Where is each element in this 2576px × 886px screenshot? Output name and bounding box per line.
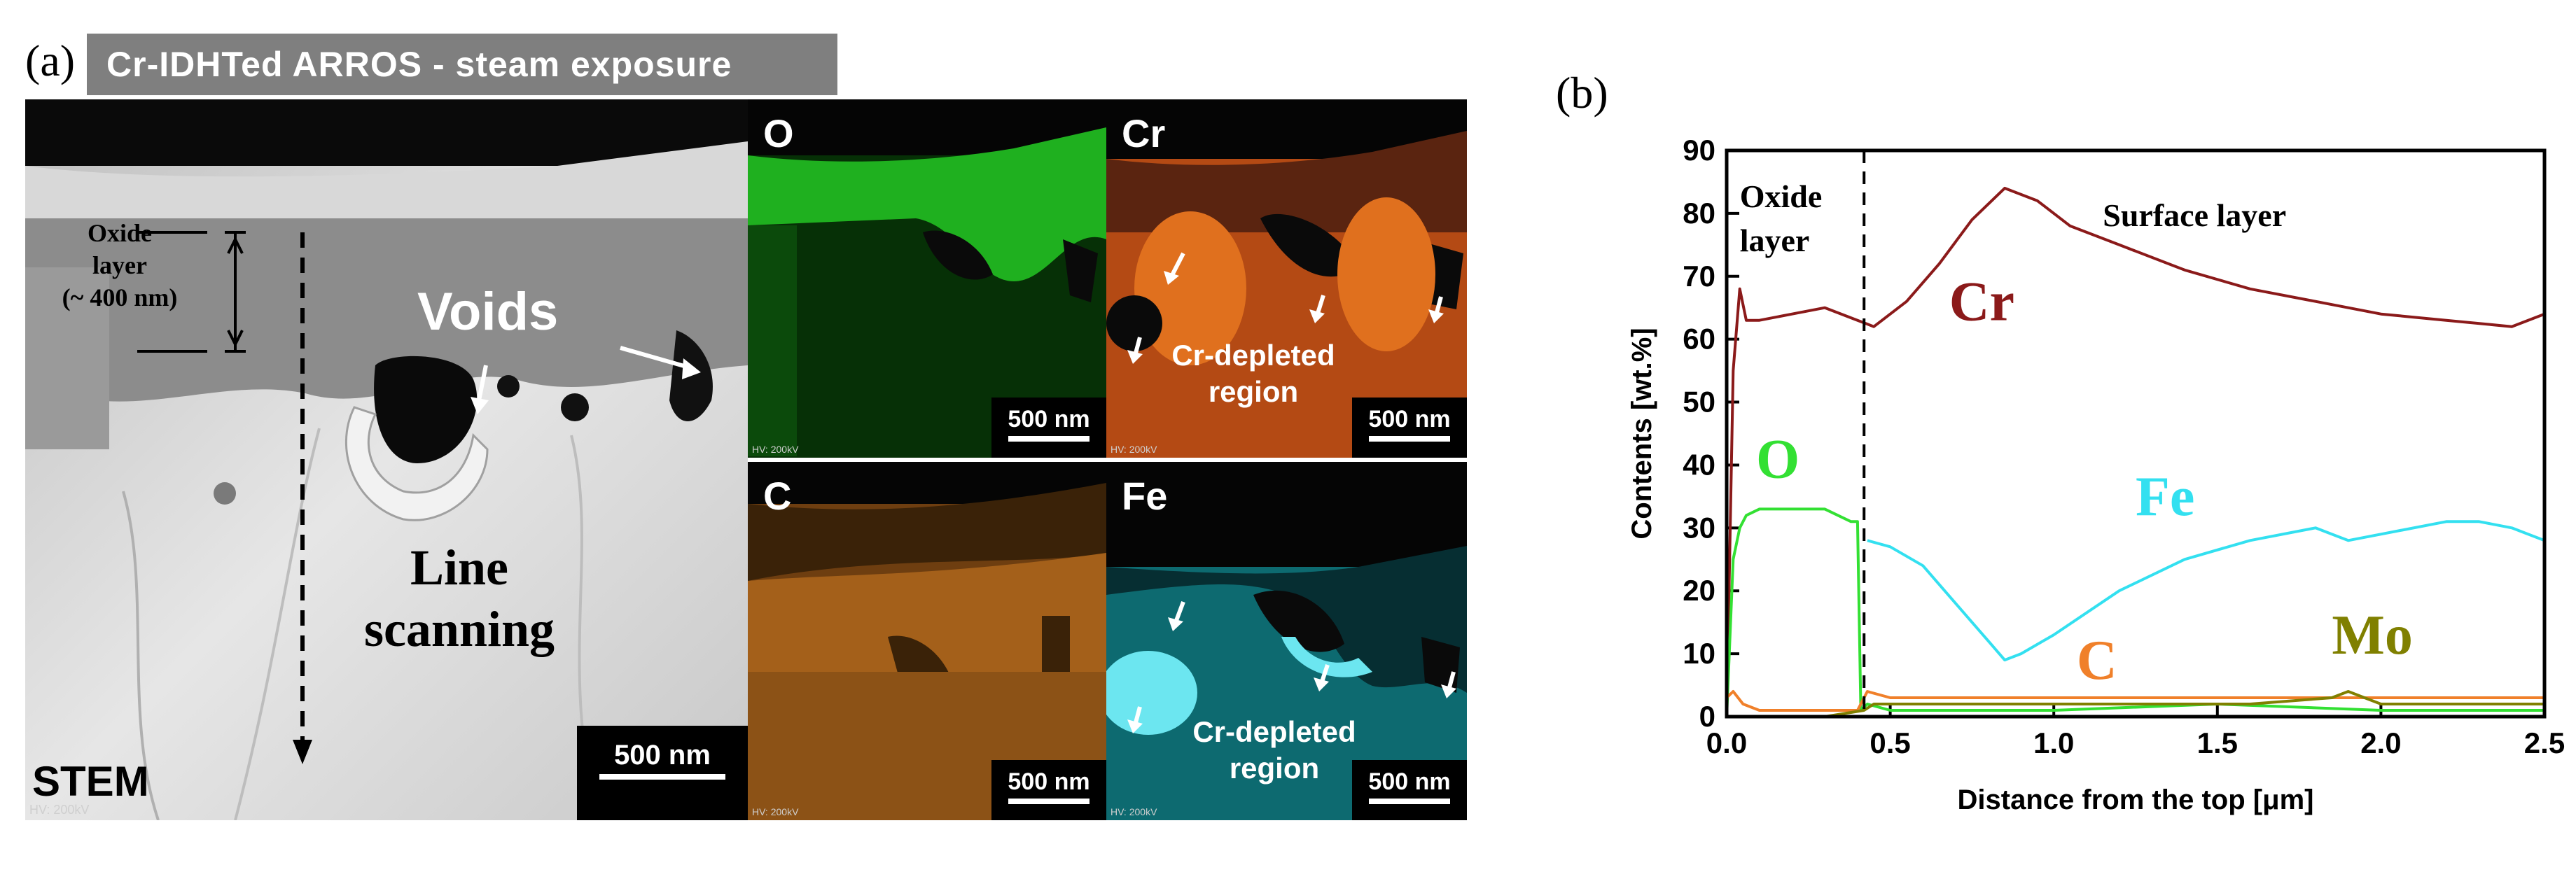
series-label-c: C — [2077, 630, 2117, 691]
x-tick-label: 0.0 — [1706, 726, 1747, 759]
map-cr-scalebar-text: 500 nm — [1368, 406, 1451, 433]
x-tick-label: 1.5 — [2197, 726, 2238, 759]
y-tick-label: 30 — [1683, 511, 1715, 544]
series-label-cr: Cr — [1949, 272, 2014, 333]
chart-tick-labels: 0 10 20 30 40 50 60 70 80 90 0.0 0.5 1.0 1.5 2.0 2.5 — [1683, 134, 2565, 759]
y-tick-label: 40 — [1683, 448, 1715, 481]
x-axis-label: Distance from the top [μm] — [1958, 785, 2314, 815]
series-label-fe: Fe — [2136, 466, 2194, 528]
oxide-label-line3: (~ 400 nm) — [62, 283, 178, 311]
map-fe-title: Fe — [1122, 474, 1168, 518]
line-scan-line1: Line — [410, 540, 509, 596]
map-cr-region: Cr-depleted region — [1141, 337, 1365, 410]
map-o: O HV: 200kV 500 nm — [748, 99, 1106, 458]
chart-ticks — [1725, 149, 2546, 718]
series-line-cr — [1725, 186, 2545, 717]
y-tick-label: 50 — [1683, 386, 1715, 419]
oxide-layer-annotation-line1: Oxide — [1740, 178, 1823, 214]
stem-scalebar-text: 500 nm — [614, 740, 711, 771]
y-tick-label: 10 — [1683, 637, 1715, 670]
y-axis-label: Contents [wt.%] — [1627, 328, 1657, 539]
panel-b-label: (b) — [1556, 68, 1608, 118]
map-c-scalebar-line — [1008, 799, 1089, 804]
map-c-scalebar-text: 500 nm — [1008, 768, 1090, 795]
map-cr: Cr Cr-depleted region HV: 200kV 500 nm — [1106, 99, 1467, 458]
map-fe-scalebar-line — [1369, 799, 1450, 804]
stem-hv-text: HV: 200kV — [29, 803, 90, 817]
stem-label: STEM — [32, 758, 149, 805]
map-fe-region-line2: region — [1229, 752, 1320, 785]
series-label-o: O — [1756, 428, 1799, 490]
y-tick-label: 80 — [1683, 197, 1715, 230]
map-c: C HV: 200kV 500 nm — [748, 462, 1106, 820]
x-tick-label: 2.5 — [2524, 726, 2565, 759]
y-tick-label: 60 — [1683, 323, 1715, 356]
y-tick-label: 20 — [1683, 574, 1715, 607]
map-cr-region-line1: Cr-depleted — [1171, 339, 1335, 372]
stem-scalebar-line — [599, 774, 725, 780]
panel-a-title: Cr-IDHTed ARROS - steam exposure — [87, 34, 837, 95]
stem-image: Oxide layer (~ 400 nm) Voids Line scanni… — [25, 99, 748, 820]
series-line-c — [1725, 690, 2544, 712]
x-tick-label: 0.5 — [1870, 726, 1910, 759]
map-fe-scalebar-text: 500 nm — [1368, 768, 1451, 795]
map-fe-region-line1: Cr-depleted — [1192, 715, 1356, 748]
map-cr-title: Cr — [1122, 111, 1166, 155]
map-fe-scalebar: 500 nm — [1352, 760, 1467, 820]
map-c-hv: HV: 200kV — [752, 806, 799, 817]
series-line-o — [1725, 507, 2544, 717]
map-fe-hv: HV: 200kV — [1111, 806, 1157, 817]
x-tick-label: 2.0 — [2360, 726, 2401, 759]
y-tick-label: 0 — [1699, 700, 1715, 733]
oxide-label-line1: Oxide — [87, 219, 152, 247]
map-o-hv: HV: 200kV — [752, 444, 799, 455]
series-line-mo — [1727, 690, 2544, 718]
map-cr-scalebar-line — [1369, 436, 1450, 442]
y-tick-label: 70 — [1683, 260, 1715, 293]
panel-a-label: (a) — [25, 36, 76, 85]
map-o-title: O — [763, 111, 794, 155]
y-tick-label: 90 — [1683, 134, 1715, 167]
stem-image-graphic — [25, 99, 748, 820]
series-line-fe — [1867, 520, 2545, 662]
map-cr-hv: HV: 200kV — [1111, 444, 1157, 455]
x-tick-label: 1.0 — [2033, 726, 2074, 759]
chart-series-group — [1725, 186, 2545, 718]
map-fe-region: Cr-depleted region — [1162, 714, 1386, 787]
map-c-title: C — [763, 474, 792, 518]
line-scan-line2: scanning — [363, 601, 555, 657]
map-fe: Fe Cr-depleted region HV: 200kV 500 nm — [1106, 462, 1467, 820]
voids-label: Voids — [417, 282, 559, 342]
map-c-scalebar: 500 nm — [991, 760, 1106, 820]
stem-scalebar: 500 nm — [577, 726, 748, 820]
map-o-scalebar-line — [1008, 436, 1089, 442]
map-cr-region-line2: region — [1208, 375, 1299, 408]
line-chart: 0 10 20 30 40 50 60 70 80 90 0.0 0.5 1.0 1.5 2.0 2.5 Di… — [1627, 134, 2565, 815]
map-o-scalebar: 500 nm — [991, 398, 1106, 458]
series-label-mo: Mo — [2332, 605, 2413, 666]
oxide-label-line2: layer — [92, 251, 147, 279]
oxide-layer-annotation-line2: layer — [1740, 223, 1810, 258]
map-cr-scalebar: 500 nm — [1352, 398, 1467, 458]
plot-frame — [1725, 148, 2547, 719]
map-o-scalebar-text: 500 nm — [1008, 406, 1090, 433]
surface-layer-annotation: Surface layer — [2103, 197, 2286, 233]
